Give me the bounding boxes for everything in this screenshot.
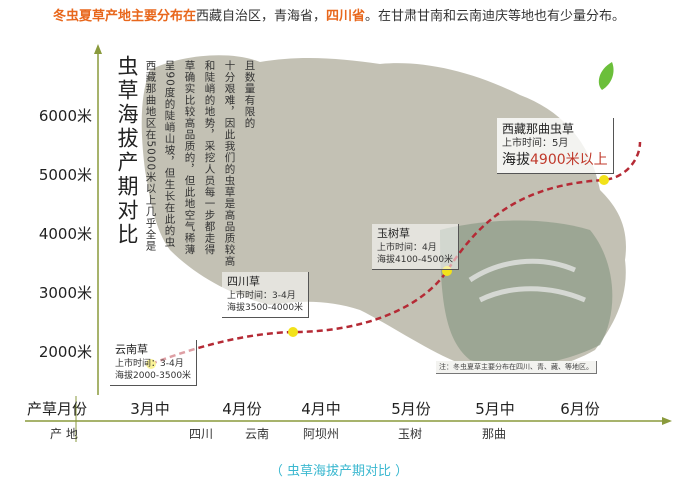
description-column: 和陡峭的地势，采挖人员每一步都走得 — [203, 60, 216, 256]
diagram-title: 虫草海拔产期对比 — [115, 55, 139, 247]
origin-label: 云南 — [244, 427, 270, 441]
month-row-label: 产草月份 — [27, 400, 88, 418]
callout-time: 上市时间：3-4月 — [115, 358, 184, 369]
y-label: 2000米 — [38, 343, 92, 361]
description-column: 西藏那曲地区在5000米以上几乎全是 — [144, 60, 157, 252]
callout-altitude: 海拔2000-3500米 — [115, 370, 192, 381]
point-naqu — [599, 175, 609, 185]
y-label: 3000米 — [38, 284, 92, 302]
description-column: 呈90度的陡峭山坡，但生长在此的虫 — [163, 60, 176, 248]
figure-caption: （ 虫草海拔产期对比 ） — [269, 464, 409, 479]
callout-name: 玉树草 — [377, 227, 410, 240]
description-column: 十分艰难，因此我们的虫草是高品质较高 — [223, 60, 236, 267]
callout-name: 云南草 — [115, 343, 148, 356]
intro-highlight-sichuan: 四川省 — [326, 9, 366, 24]
y-axis-arrow — [94, 44, 102, 54]
map-note: 注：冬虫夏草主要分布在四川、青、藏、等地区。 — [436, 361, 597, 374]
callout-naqu: 西藏那曲虫草 上市时间：5月 海拔4900米以上 — [497, 118, 614, 174]
y-label: 5000米 — [38, 166, 92, 184]
month-label: 4月份 — [222, 400, 262, 418]
origin-label: 那曲 — [481, 427, 507, 441]
y-label: 4000米 — [38, 225, 92, 243]
callout-altitude: 海拔4100-4500米 — [377, 254, 454, 265]
intro-text: 冬虫夏草产地主要分布在西藏自治区，青海省，四川省。在甘肃甘南和云南迪庆等地也有少… — [0, 5, 678, 24]
intro-plain: 西藏自治区，青海省， — [195, 9, 326, 24]
y-label: 6000米 — [38, 107, 92, 125]
callout-yunnan: 云南草 上市时间：3-4月 海拔2000-3500米 — [110, 340, 198, 387]
callout-yushu: 玉树草 上市时间：4月 海拔4100-4500米 — [372, 224, 460, 271]
intro-rest: 。在甘肃甘南和云南迪庆等地也有少量分布。 — [365, 9, 626, 24]
month-label: 5月中 — [475, 400, 515, 418]
callout-time: 上市时间：5月 — [502, 138, 569, 150]
callout-altitude: 海拔3500-4000米 — [227, 302, 304, 313]
month-label: 6月份 — [560, 400, 600, 418]
plateau-map-south — [440, 220, 613, 366]
callout-time: 上市时间：4月 — [377, 242, 437, 253]
callout-name: 西藏那曲虫草 — [502, 122, 575, 136]
snow-ranges — [468, 258, 586, 303]
x-axis-arrow — [662, 417, 672, 425]
callout-name: 四川草 — [227, 275, 260, 288]
callout-time: 上市时间：3-4月 — [227, 290, 296, 301]
origin-row-label: 产 地 — [50, 427, 78, 441]
callout-altitude-prefix: 海拔 — [502, 151, 530, 168]
point-sichuan — [288, 327, 298, 337]
origin-label: 玉树 — [397, 427, 423, 441]
intro-highlight: 冬虫夏草产地主要分布在 — [52, 9, 196, 24]
month-label: 5月份 — [391, 400, 431, 418]
description-column: 草确实比较高品质的，但此地空气稀薄 — [183, 60, 196, 256]
leaf-icon — [598, 62, 614, 90]
month-label: 4月中 — [301, 400, 341, 418]
month-label: 3月中 — [130, 400, 170, 418]
callout-sichuan: 四川草 上市时间：3-4月 海拔3500-4000米 — [222, 272, 310, 319]
origin-label: 阿坝州 — [302, 427, 340, 441]
origin-label: 四川 — [188, 427, 214, 441]
callout-altitude-value: 4900米以上 — [530, 151, 608, 168]
description-column: 且数量有限的 — [243, 60, 256, 129]
altitude-curve — [150, 141, 642, 366]
